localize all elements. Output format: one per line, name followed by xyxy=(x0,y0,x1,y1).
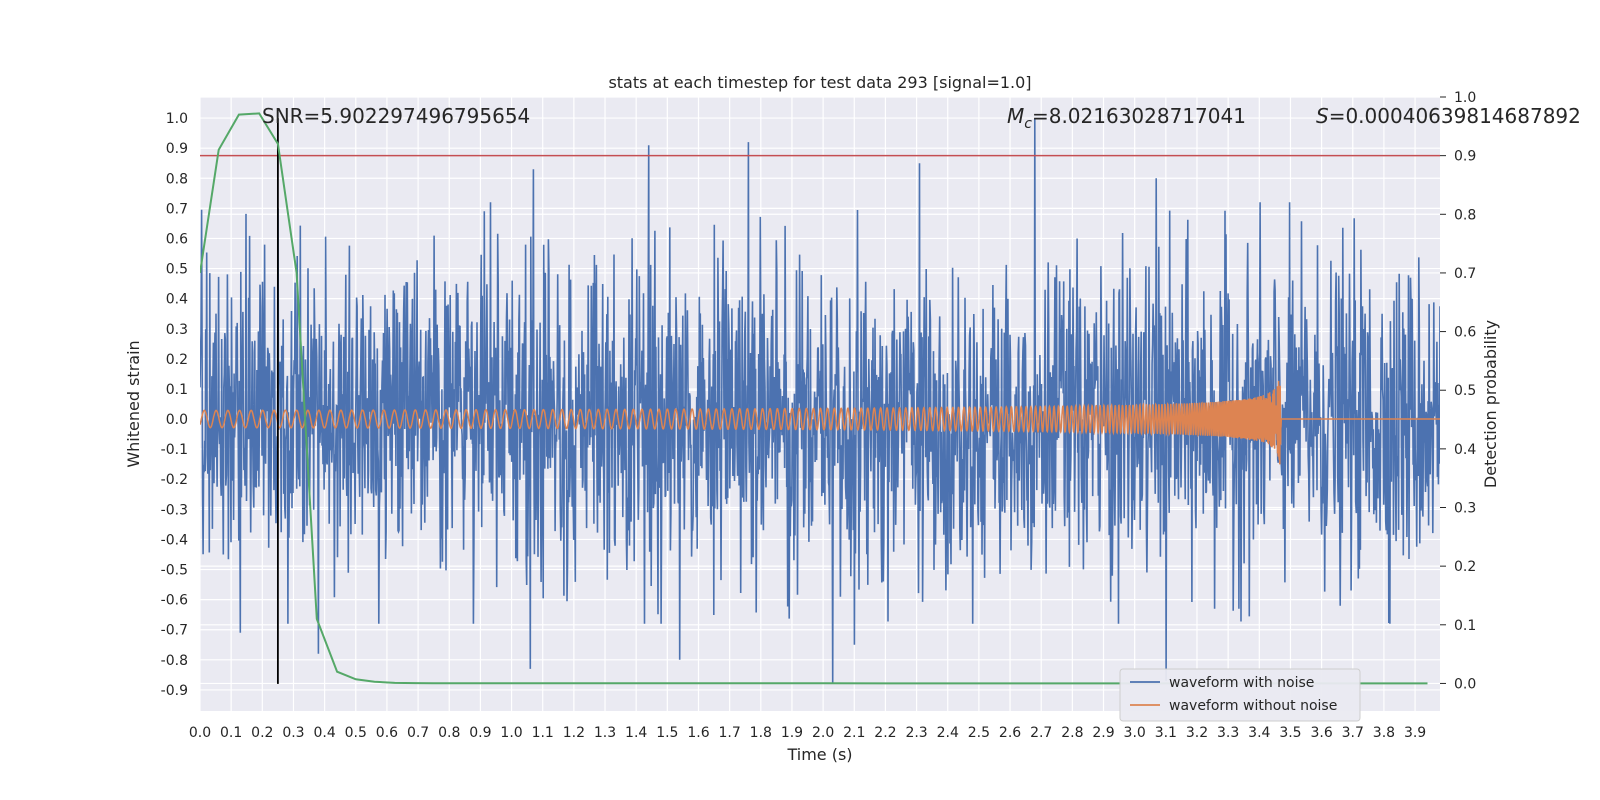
x-tick-label: 2.7 xyxy=(1030,725,1052,741)
x-tick-label: 0.8 xyxy=(438,725,460,741)
legend-label-waveform-without-noise: waveform without noise xyxy=(1169,698,1337,714)
legend: waveform with noise waveform without noi… xyxy=(1119,668,1361,722)
y-tick-label: 0.3 xyxy=(166,322,188,338)
x-tick-label: 1.6 xyxy=(687,725,709,741)
s-value: =0.00040639814687892 xyxy=(1329,104,1581,128)
legend-label-waveform-with-noise: waveform with noise xyxy=(1169,675,1314,691)
x-tick-label: 3.1 xyxy=(1155,725,1177,741)
y2-tick-label: 0.3 xyxy=(1454,501,1476,517)
y2-axis-label: Detection probability xyxy=(1481,320,1500,488)
y2-tick-label: 0.5 xyxy=(1454,383,1476,399)
y-tick-label: -0.3 xyxy=(161,502,188,518)
y-tick-label: -0.5 xyxy=(161,563,188,579)
y-tick-label: -0.2 xyxy=(161,472,188,488)
x-tick-label: 1.0 xyxy=(500,725,522,741)
y-tick-label: 0.2 xyxy=(166,352,188,368)
plot-layer xyxy=(200,112,1440,685)
x-tick-label: 0.3 xyxy=(282,725,304,741)
y-axis-ticks: 1.0 0.9 0.8 0.7 0.6 0.5 0.4 0.3 0.2 0.1 0.0 -0.1 -0.… xyxy=(161,111,188,699)
x-axis-label: Time (s) xyxy=(786,745,852,764)
x-tick-label: 0.7 xyxy=(407,725,429,741)
x-tick-label: 3.5 xyxy=(1279,725,1301,741)
y2-tick-label: 0.4 xyxy=(1454,442,1476,458)
x-tick-label: 1.4 xyxy=(625,725,647,741)
x-tick-label: 3.7 xyxy=(1342,725,1364,741)
y2-tick-label: 0.8 xyxy=(1454,207,1476,223)
y-tick-label: -0.6 xyxy=(161,593,188,609)
y-tick-label: 0.9 xyxy=(166,141,188,157)
x-tick-label: 2.4 xyxy=(937,725,959,741)
y-tick-label: -0.8 xyxy=(161,653,188,669)
y-axis-label: Whitened strain xyxy=(124,340,143,467)
x-tick-label: 1.1 xyxy=(532,725,554,741)
x-tick-label: 0.2 xyxy=(251,725,273,741)
x-tick-label: 2.6 xyxy=(999,725,1021,741)
series-line-detection-probability xyxy=(200,112,1428,685)
y2-tick-label: 0.1 xyxy=(1454,618,1476,634)
x-axis-ticks: 0.0 0.1 0.2 0.3 0.4 0.5 0.6 0.7 0.8 0.9 1.0 1.1 1.2 1… xyxy=(189,725,1426,741)
y2-tick-label: 0.2 xyxy=(1454,559,1476,575)
y-tick-label: -0.4 xyxy=(161,532,188,548)
x-tick-label: 2.8 xyxy=(1061,725,1083,741)
y-tick-label: 0.7 xyxy=(166,201,188,217)
mc-subscript: c xyxy=(1024,116,1032,132)
y2-tick-label: 0.0 xyxy=(1454,676,1476,692)
y2-tick-label: 0.7 xyxy=(1454,266,1476,282)
y-tick-label: 0.8 xyxy=(166,171,188,187)
mc-annotation: Mc=8.02163028717041 xyxy=(1007,104,1246,132)
x-tick-label: 1.8 xyxy=(750,725,772,741)
x-tick-label: 2.1 xyxy=(843,725,865,741)
y-tick-label: 0.1 xyxy=(166,382,188,398)
y-tick-label: -0.7 xyxy=(161,623,188,639)
y-tick-label: 0.4 xyxy=(166,292,188,308)
x-tick-label: 1.2 xyxy=(563,725,585,741)
x-tick-label: 0.9 xyxy=(469,725,491,741)
y-tick-label: -0.1 xyxy=(161,442,188,458)
s-symbol: S xyxy=(1316,104,1329,128)
x-tick-label: 0.5 xyxy=(345,725,367,741)
x-tick-label: 0.1 xyxy=(220,725,242,741)
y-tick-label: -0.9 xyxy=(161,683,188,699)
chart-title: stats at each timestep for test data 293… xyxy=(608,73,1031,92)
legend-box xyxy=(1119,668,1361,722)
mc-value: =8.02163028717041 xyxy=(1032,104,1246,128)
x-tick-label: 3.8 xyxy=(1373,725,1395,741)
x-tick-label: 0.4 xyxy=(313,725,335,741)
x-tick-label: 3.3 xyxy=(1217,725,1239,741)
y-tick-label: 1.0 xyxy=(166,111,188,127)
x-tick-label: 1.7 xyxy=(719,725,741,741)
x-tick-label: 2.9 xyxy=(1092,725,1114,741)
x-tick-label: 0.6 xyxy=(376,725,398,741)
x-tick-label: 3.4 xyxy=(1248,725,1270,741)
y2-axis-ticks: 1.0 0.9 0.8 0.7 0.6 0.5 0.4 0.3 0.2 0.1 0.0 xyxy=(1440,90,1476,692)
x-tick-label: 3.0 xyxy=(1124,725,1146,741)
y2-tick-label: 0.6 xyxy=(1454,325,1476,341)
y2-tick-label: 0.9 xyxy=(1454,149,1476,165)
y-tick-label: 0.5 xyxy=(166,262,188,278)
x-tick-label: 2.0 xyxy=(812,725,834,741)
x-tick-label: 1.3 xyxy=(594,725,616,741)
x-tick-label: 2.2 xyxy=(874,725,896,741)
series-line-waveform-with-noise xyxy=(200,118,1440,684)
y-tick-label: 0.0 xyxy=(166,412,188,428)
x-tick-label: 3.2 xyxy=(1186,725,1208,741)
s-annotation: S=0.00040639814687892 xyxy=(1316,104,1581,128)
x-tick-label: 1.9 xyxy=(781,725,803,741)
snr-annotation: SNR=5.902297496795654 xyxy=(262,104,530,128)
series-line-waveform-without-noise xyxy=(200,380,1440,465)
y-tick-label: 0.6 xyxy=(166,231,188,247)
x-tick-label: 0.0 xyxy=(189,725,211,741)
x-tick-label: 2.3 xyxy=(905,725,927,741)
x-tick-label: 1.5 xyxy=(656,725,678,741)
x-tick-label: 2.5 xyxy=(968,725,990,741)
x-tick-label: 3.6 xyxy=(1310,725,1332,741)
mc-symbol: M xyxy=(1007,104,1024,128)
x-tick-label: 3.9 xyxy=(1404,725,1426,741)
y2-tick-label: 1.0 xyxy=(1454,90,1476,106)
